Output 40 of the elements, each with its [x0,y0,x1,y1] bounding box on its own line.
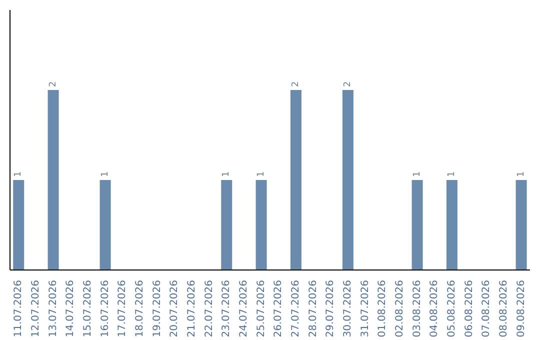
x-tick-label: 11.07.2026 [13,280,24,338]
data-label: 2 [48,81,58,87]
x-tick-label: 23.07.2026 [221,280,232,338]
x-tick-label: 05.08.2026 [446,280,458,338]
x-tick-label: 17.07.2026 [117,280,128,338]
data-label: 2 [342,81,353,87]
x-tick-label: 01.08.2026 [377,280,388,338]
x-tick-label: 03.08.2026 [412,280,423,338]
x-tick-label: 16.07.2026 [100,280,111,338]
x-tick-label: 19.07.2026 [152,280,163,338]
x-tick-label: 20.07.2026 [169,280,180,338]
data-label: 1 [100,171,110,177]
x-tick-label: 09.08.2026 [516,280,527,338]
x-tick-label: 28.07.2026 [308,280,319,338]
data-label: 1 [516,171,526,177]
x-tick-label: 06.08.2026 [464,280,475,338]
x-tick-label: 07.08.2026 [481,280,492,338]
x-tick-label: 26.07.2026 [273,280,284,338]
x-tick-label: 25.07.2026 [256,280,267,338]
data-label: 1 [412,171,422,177]
x-tick-label: 22.07.2026 [204,280,215,338]
x-tick-label: 13.07.2026 [48,280,59,338]
x-tick-label: 18.07.2026 [134,280,146,338]
x-tick-label: 12.07.2026 [30,280,42,338]
data-label: 1 [14,171,24,177]
x-tick-label: 15.07.2026 [82,280,94,338]
data-label: 1 [446,171,457,177]
x-tick-label: 31.07.2026 [360,280,371,338]
x-tick-label: 14.07.2026 [65,280,76,338]
x-tick-label: 02.08.2026 [394,280,406,338]
data-label: 1 [256,171,266,177]
data-label: 1 [222,171,232,177]
data-label: 2 [290,81,301,87]
x-tick-label: 04.08.2026 [429,280,440,338]
x-tick-label: 24.07.2026 [238,280,250,338]
x-tick-label: 21.07.2026 [186,280,198,338]
x-tick-label: 08.08.2026 [498,280,510,338]
x-tick-label: 27.07.2026 [290,280,302,338]
x-tick-label: 30.07.2026 [342,280,354,338]
x-tick-label: 29.07.2026 [325,280,336,338]
